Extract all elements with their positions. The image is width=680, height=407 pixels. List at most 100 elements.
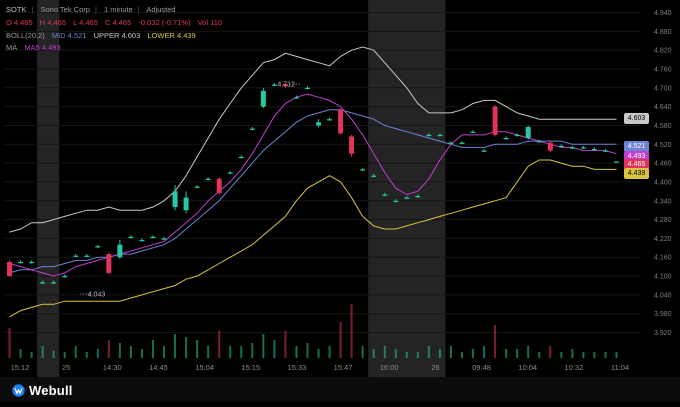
candle-body xyxy=(128,236,134,239)
candle-body xyxy=(238,156,244,159)
ma-legend[interactable]: MA MA5 4.493 xyxy=(6,43,66,53)
volume-bar xyxy=(273,340,276,358)
y-tick-label: 4.100 xyxy=(654,274,672,281)
high-value: H 4.465 xyxy=(39,18,67,27)
price-annotation: 4.043 xyxy=(88,291,106,298)
volume-bar xyxy=(416,352,419,358)
y-tick-label: 4.340 xyxy=(654,198,672,205)
candle-body xyxy=(426,134,432,137)
candle-body xyxy=(602,150,608,152)
volume-bar xyxy=(472,349,475,358)
volume-bar xyxy=(41,346,44,358)
webull-logo[interactable]: Webull xyxy=(12,383,73,398)
volume-bar xyxy=(140,349,143,358)
candle-body xyxy=(260,90,266,107)
volume-bar xyxy=(438,349,441,358)
volume-value: Vol 110 xyxy=(197,18,223,27)
x-tick-label: 15:33 xyxy=(288,363,307,372)
candle-body xyxy=(448,142,454,144)
candle-body xyxy=(558,145,564,148)
candle-body xyxy=(150,236,156,239)
candle-body xyxy=(106,254,112,273)
adjustment-label[interactable]: Adjusted xyxy=(146,5,176,14)
volume-bar xyxy=(196,340,199,358)
volume-bar xyxy=(85,352,88,358)
lower-price-tag: 4.439 xyxy=(624,168,649,179)
y-tick-label: 4.160 xyxy=(654,255,672,262)
candle-body xyxy=(525,127,531,139)
volume-bar xyxy=(582,352,585,358)
bollinger-mid-line xyxy=(9,109,617,274)
volume-bar xyxy=(516,349,519,358)
x-tick-label: 14:45 xyxy=(149,363,168,372)
candle-body xyxy=(591,148,597,151)
price-annotation: 4.712 xyxy=(277,82,295,89)
y-tick-label: 4.520 xyxy=(654,142,672,149)
volume-bar xyxy=(593,352,596,358)
bollinger-upper-line xyxy=(9,46,617,233)
volume-bar xyxy=(549,346,552,358)
ma5-price-tag: 4.493 xyxy=(624,151,649,162)
y-tick-label: 4.820 xyxy=(654,48,672,55)
x-tick-label: 10:04 xyxy=(518,363,537,372)
y-tick-label: 4.460 xyxy=(654,161,672,168)
close-price-tag: 4.465 xyxy=(624,159,649,170)
interval-label[interactable]: 1 minute xyxy=(104,5,133,14)
volume-bar xyxy=(394,349,397,358)
low-value: L 4.465 xyxy=(73,18,98,27)
volume-bar xyxy=(107,340,110,358)
volume-bar xyxy=(163,346,166,358)
candle-body xyxy=(62,276,68,278)
volume-bar xyxy=(229,346,232,358)
volume-bar xyxy=(483,346,486,358)
x-tick-label: 10:32 xyxy=(564,363,583,372)
candle-body xyxy=(316,122,322,126)
candle-body xyxy=(492,106,498,135)
volume-bar xyxy=(218,331,221,358)
volume-bar xyxy=(449,346,452,358)
x-tick-label: 09:48 xyxy=(472,363,491,372)
ma5-value: MA5 4.493 xyxy=(24,43,61,52)
volume-bar xyxy=(571,349,574,358)
footer-bar: Webull xyxy=(0,377,680,402)
candle-body xyxy=(569,147,575,149)
x-tick-label: 15:12 xyxy=(11,363,30,372)
brand-name: Webull xyxy=(29,383,73,398)
volume-bar xyxy=(328,346,331,358)
candle-body xyxy=(349,136,355,154)
open-value: O 4.465 xyxy=(6,18,33,27)
volume-bar xyxy=(350,304,353,358)
candle-body xyxy=(161,238,167,240)
volume-bar xyxy=(361,346,364,358)
candle-body xyxy=(29,261,35,264)
chart-title-bar: SOTK | Sono Tek Corp | 1 minute | Adjusted xyxy=(6,5,176,14)
ticker-label[interactable]: SOTK xyxy=(6,5,27,14)
candle-body xyxy=(40,282,46,284)
volume-bar xyxy=(538,352,541,358)
candle-body xyxy=(7,261,13,277)
volume-bar xyxy=(604,352,607,358)
y-tick-label: 4.220 xyxy=(654,236,672,243)
volume-bar xyxy=(383,346,386,358)
y-tick-label: 4.280 xyxy=(654,217,672,224)
volume-bar xyxy=(317,349,320,358)
x-tick-label: 15:15 xyxy=(241,363,260,372)
volume-bar xyxy=(339,322,342,358)
volume-bar xyxy=(52,350,55,358)
candle-body xyxy=(503,138,509,140)
bollinger-legend[interactable]: BOLL(20,2) MID 4.521 UPPER 4.603 LOWER 4… xyxy=(6,31,201,41)
volume-bar xyxy=(306,343,309,358)
volume-bar xyxy=(262,334,265,358)
x-tick-label: 26 xyxy=(431,363,439,372)
candle-body xyxy=(73,255,79,257)
y-tick-label: 3.920 xyxy=(654,330,672,337)
volume-bar xyxy=(372,349,375,358)
volume-bar xyxy=(505,349,508,358)
candle-body xyxy=(95,246,101,248)
x-tick-label: 15:47 xyxy=(334,363,353,372)
candle-body xyxy=(536,141,542,143)
volume-bar xyxy=(494,325,497,358)
candle-body xyxy=(415,196,421,198)
